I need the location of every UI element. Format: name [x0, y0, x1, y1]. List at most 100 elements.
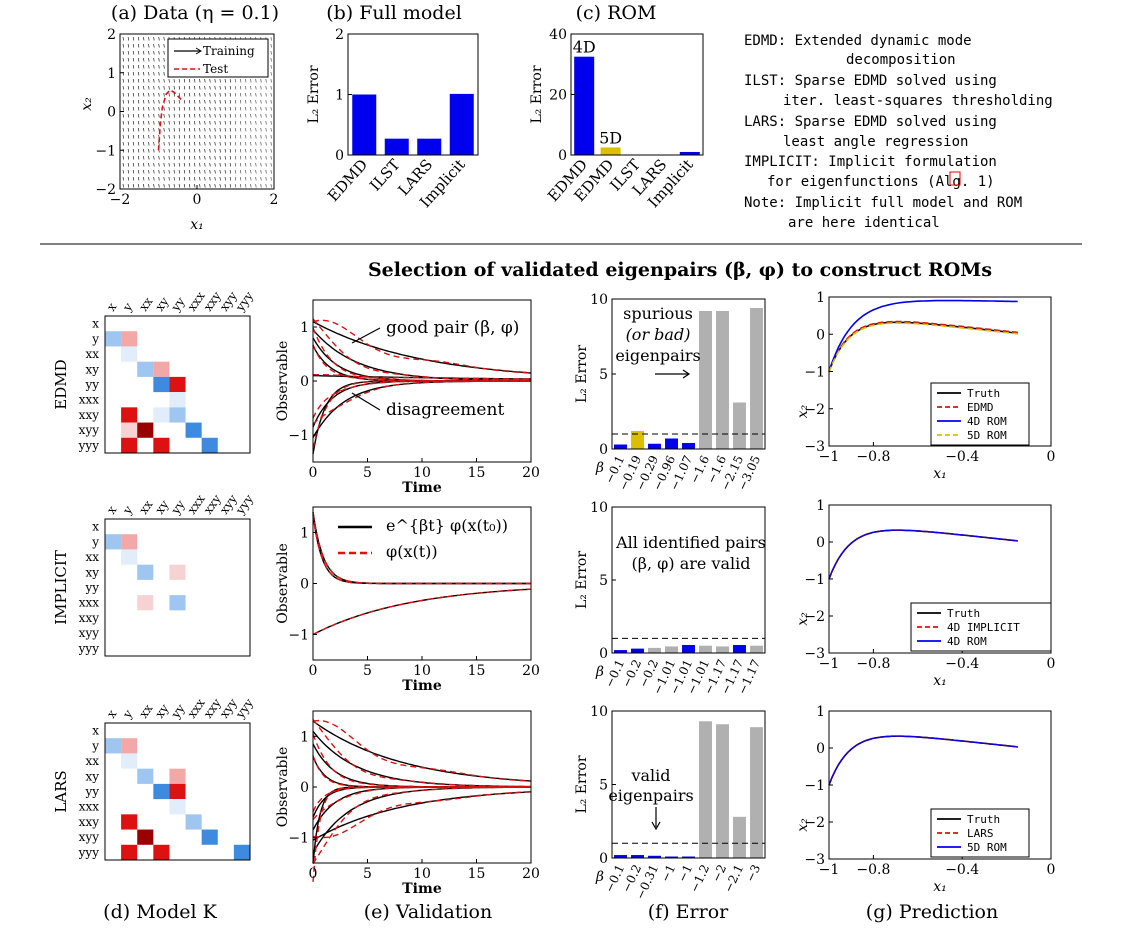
training-arrow [199, 113, 201, 118]
training-arrow [209, 183, 211, 188]
training-arrow [148, 113, 150, 118]
truth-curve [312, 588, 532, 636]
training-arrow [168, 85, 170, 90]
training-arrow [168, 176, 170, 181]
bar [600, 147, 621, 155]
training-arrow [250, 113, 252, 118]
col-label: yy [168, 497, 188, 517]
training-arrow [219, 78, 221, 83]
training-arrow [183, 134, 186, 139]
training-arrow [173, 106, 175, 111]
training-arrow [250, 120, 252, 125]
training-arrow [214, 183, 216, 188]
training-arrow [204, 127, 206, 132]
training-arrow [250, 134, 252, 139]
x-tick-label: 0 [193, 192, 202, 208]
training-arrow [132, 134, 135, 139]
training-arrow [137, 36, 140, 41]
col-label: y [120, 707, 136, 722]
training-arrow [270, 127, 272, 132]
training-arrow [168, 155, 170, 160]
row-label: yy [84, 581, 99, 595]
training-arrow [173, 183, 175, 188]
training-arrow [194, 183, 196, 188]
training-arrow [194, 106, 196, 111]
training-arrow [178, 78, 181, 83]
y-axis-label: x₂ [795, 612, 811, 626]
training-arrow [209, 162, 211, 167]
training-arrow [132, 148, 135, 153]
training-arrow [168, 169, 170, 174]
training-arrow [209, 78, 211, 83]
training-arrow [127, 64, 130, 69]
y-tick-label: 1 [300, 320, 309, 336]
training-arrow [270, 64, 272, 69]
y-tick-label: −1 [95, 143, 116, 159]
training-arrow [158, 64, 160, 69]
heatmap-cell [121, 738, 138, 754]
training-arrow [209, 85, 211, 90]
training-arrow [137, 155, 140, 160]
training-arrow [239, 183, 242, 188]
y-tick-label: 1 [107, 66, 116, 82]
y-tick-label: 5 [599, 573, 608, 589]
training-arrow [204, 176, 206, 181]
heatmap-cell [121, 331, 138, 347]
training-arrow [234, 78, 237, 83]
training-arrow [188, 134, 191, 139]
y-tick-label: 2 [335, 27, 344, 43]
training-arrow [132, 92, 135, 97]
heatmap-cell [121, 534, 138, 550]
training-arrow [158, 71, 160, 76]
test-trajectory [157, 89, 183, 151]
annotation-line: valid [630, 766, 670, 785]
error-bar [614, 444, 627, 449]
training-arrow [250, 169, 252, 174]
training-arrow [270, 99, 272, 104]
training-arrow [194, 99, 196, 104]
training-arrow [224, 134, 226, 139]
truth-curve [312, 786, 531, 864]
training-arrow [153, 155, 155, 160]
training-arrow [260, 176, 262, 181]
training-arrow [234, 183, 237, 188]
training-arrow [219, 162, 221, 167]
training-arrow [143, 120, 145, 125]
y-tick-label: 0 [599, 646, 608, 662]
training-arrow [183, 120, 186, 125]
training-arrow [132, 85, 135, 90]
training-arrow [199, 176, 201, 181]
training-arrow [173, 85, 175, 90]
training-arrow [234, 169, 237, 174]
training-arrow [214, 148, 216, 153]
y-tick-label: 0 [599, 442, 608, 458]
training-arrow [127, 134, 130, 139]
y-axis-label: L₂ Error [574, 551, 590, 609]
training-arrow [122, 141, 124, 146]
training-arrow [122, 134, 124, 139]
training-arrow [127, 169, 130, 174]
training-arrow [234, 134, 237, 139]
row-label: xy [85, 565, 99, 579]
heatmap-cell [169, 768, 186, 784]
training-arrow [234, 113, 237, 118]
training-arrow [204, 162, 206, 167]
training-arrow [168, 120, 170, 125]
training-arrow [260, 155, 262, 160]
method-legend-line: EDMD: Extended dynamic mode [744, 33, 972, 49]
training-arrow [239, 155, 242, 160]
training-arrow [209, 92, 211, 97]
training-arrow [199, 183, 201, 188]
training-arrow [178, 169, 181, 174]
heatmap-cell [105, 738, 122, 754]
heatmap-cell [185, 422, 202, 438]
training-arrow [250, 141, 252, 146]
training-arrow [204, 183, 206, 188]
training-arrow [158, 92, 160, 97]
x-tick-label: −0.8 [856, 656, 890, 672]
legend-label: 4D IMPLICIT [947, 621, 1020, 634]
legend-label: 4D ROM [967, 415, 1007, 428]
x-tick-label: 5 [363, 866, 372, 882]
training-arrow [194, 120, 196, 125]
training-arrow [219, 183, 221, 188]
